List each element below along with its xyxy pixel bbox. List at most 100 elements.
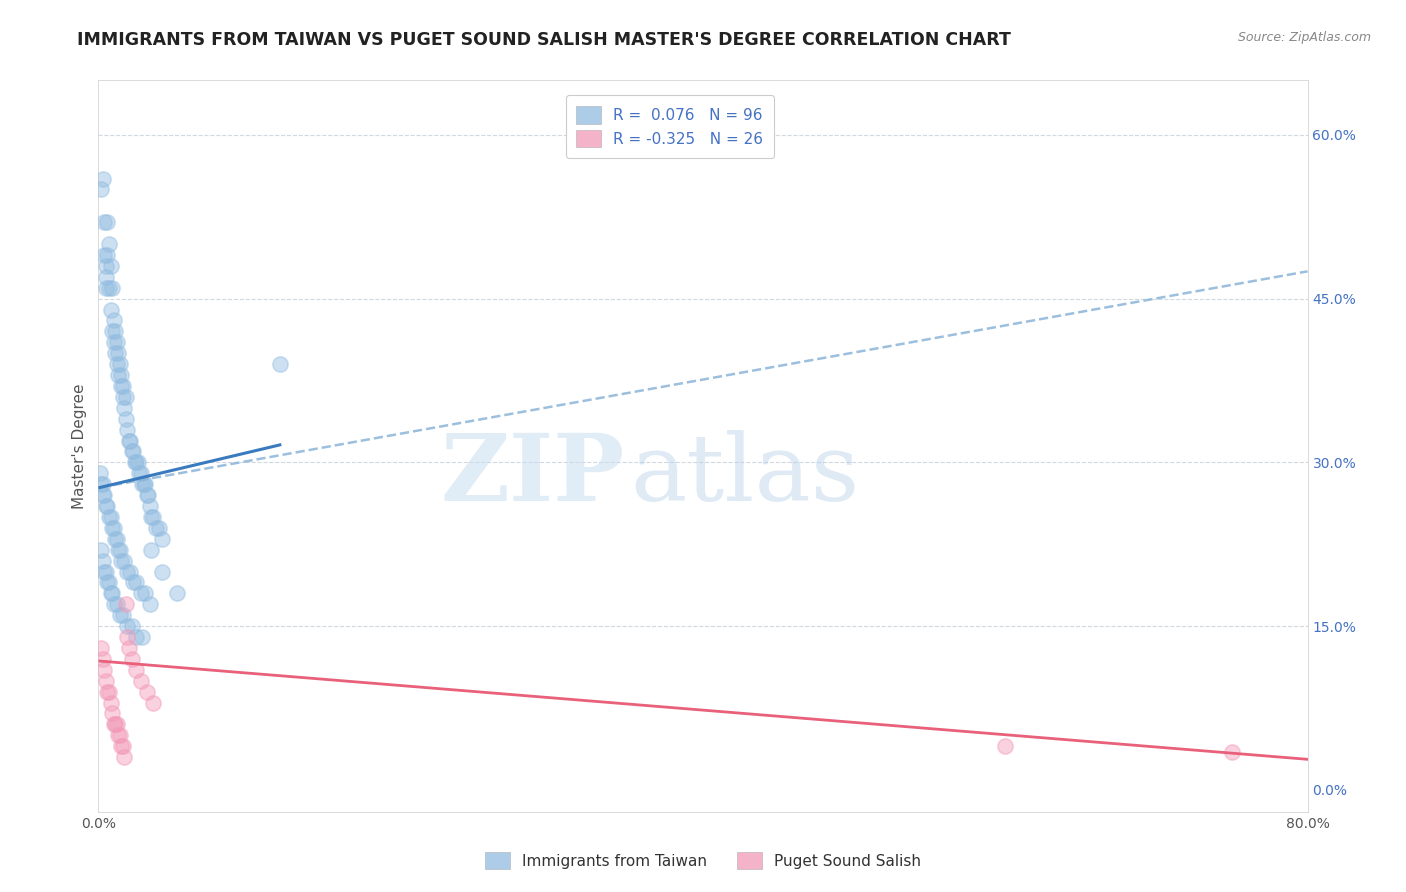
Point — [103, 335, 125, 350]
Point — [120, 565, 142, 579]
Point — [104, 324, 127, 338]
Point — [115, 423, 138, 437]
Text: atlas: atlas — [630, 430, 859, 520]
Point — [94, 269, 117, 284]
Point — [89, 467, 111, 481]
Point — [105, 532, 128, 546]
Point — [112, 401, 135, 415]
Point — [150, 565, 173, 579]
Point — [98, 575, 121, 590]
Point — [105, 357, 128, 371]
Point — [101, 706, 124, 721]
Point — [103, 313, 125, 327]
Point — [124, 455, 146, 469]
Point — [114, 411, 136, 425]
Point — [122, 575, 145, 590]
Point — [139, 499, 162, 513]
Point — [114, 597, 136, 611]
Point — [91, 488, 114, 502]
Point — [94, 673, 117, 688]
Point — [110, 379, 132, 393]
Point — [96, 499, 118, 513]
Point — [111, 379, 134, 393]
Point — [115, 630, 138, 644]
Legend: R =  0.076   N = 96, R = -0.325   N = 26: R = 0.076 N = 96, R = -0.325 N = 26 — [565, 95, 773, 158]
Point — [93, 248, 115, 262]
Point — [112, 554, 135, 568]
Point — [90, 542, 112, 557]
Point — [111, 739, 134, 754]
Point — [101, 281, 124, 295]
Point — [91, 652, 114, 666]
Point — [118, 434, 141, 448]
Point — [93, 488, 115, 502]
Point — [145, 521, 167, 535]
Point — [100, 302, 122, 317]
Point — [101, 324, 124, 338]
Point — [135, 488, 157, 502]
Point — [111, 390, 134, 404]
Point — [105, 717, 128, 731]
Point — [105, 597, 128, 611]
Point — [129, 586, 152, 600]
Point — [100, 586, 122, 600]
Point — [134, 477, 156, 491]
Point — [110, 739, 132, 754]
Point — [121, 652, 143, 666]
Point — [166, 586, 188, 600]
Point — [108, 542, 131, 557]
Point — [90, 640, 112, 655]
Point — [110, 368, 132, 382]
Point — [131, 630, 153, 644]
Text: ZIP: ZIP — [440, 430, 624, 520]
Point — [108, 608, 131, 623]
Point — [108, 357, 131, 371]
Point — [125, 455, 148, 469]
Point — [142, 696, 165, 710]
Point — [135, 684, 157, 698]
Point — [121, 444, 143, 458]
Point — [103, 597, 125, 611]
Point — [96, 248, 118, 262]
Point — [1220, 745, 1243, 759]
Point — [90, 182, 112, 196]
Point — [90, 477, 112, 491]
Point — [98, 510, 121, 524]
Point — [93, 663, 115, 677]
Point — [128, 467, 150, 481]
Point — [107, 728, 129, 742]
Point — [93, 215, 115, 229]
Point — [114, 390, 136, 404]
Point — [100, 510, 122, 524]
Point — [101, 586, 124, 600]
Point — [98, 281, 121, 295]
Point — [115, 619, 138, 633]
Point — [103, 521, 125, 535]
Text: IMMIGRANTS FROM TAIWAN VS PUGET SOUND SALISH MASTER'S DEGREE CORRELATION CHART: IMMIGRANTS FROM TAIWAN VS PUGET SOUND SA… — [77, 31, 1011, 49]
Point — [134, 586, 156, 600]
Point — [94, 565, 117, 579]
Point — [112, 750, 135, 764]
Point — [141, 542, 163, 557]
Point — [91, 171, 114, 186]
Y-axis label: Master's Degree: Master's Degree — [72, 384, 87, 508]
Point — [91, 554, 114, 568]
Point — [141, 510, 163, 524]
Point — [994, 739, 1017, 754]
Point — [103, 717, 125, 731]
Point — [125, 630, 148, 644]
Point — [98, 684, 121, 698]
Point — [110, 554, 132, 568]
Point — [104, 532, 127, 546]
Point — [107, 346, 129, 360]
Point — [108, 728, 131, 742]
Point — [269, 357, 291, 371]
Point — [93, 565, 115, 579]
Point — [122, 444, 145, 458]
Point — [118, 640, 141, 655]
Point — [107, 542, 129, 557]
Point — [131, 477, 153, 491]
Point — [94, 499, 117, 513]
Legend: Immigrants from Taiwan, Puget Sound Salish: Immigrants from Taiwan, Puget Sound Sali… — [479, 846, 927, 875]
Point — [150, 532, 173, 546]
